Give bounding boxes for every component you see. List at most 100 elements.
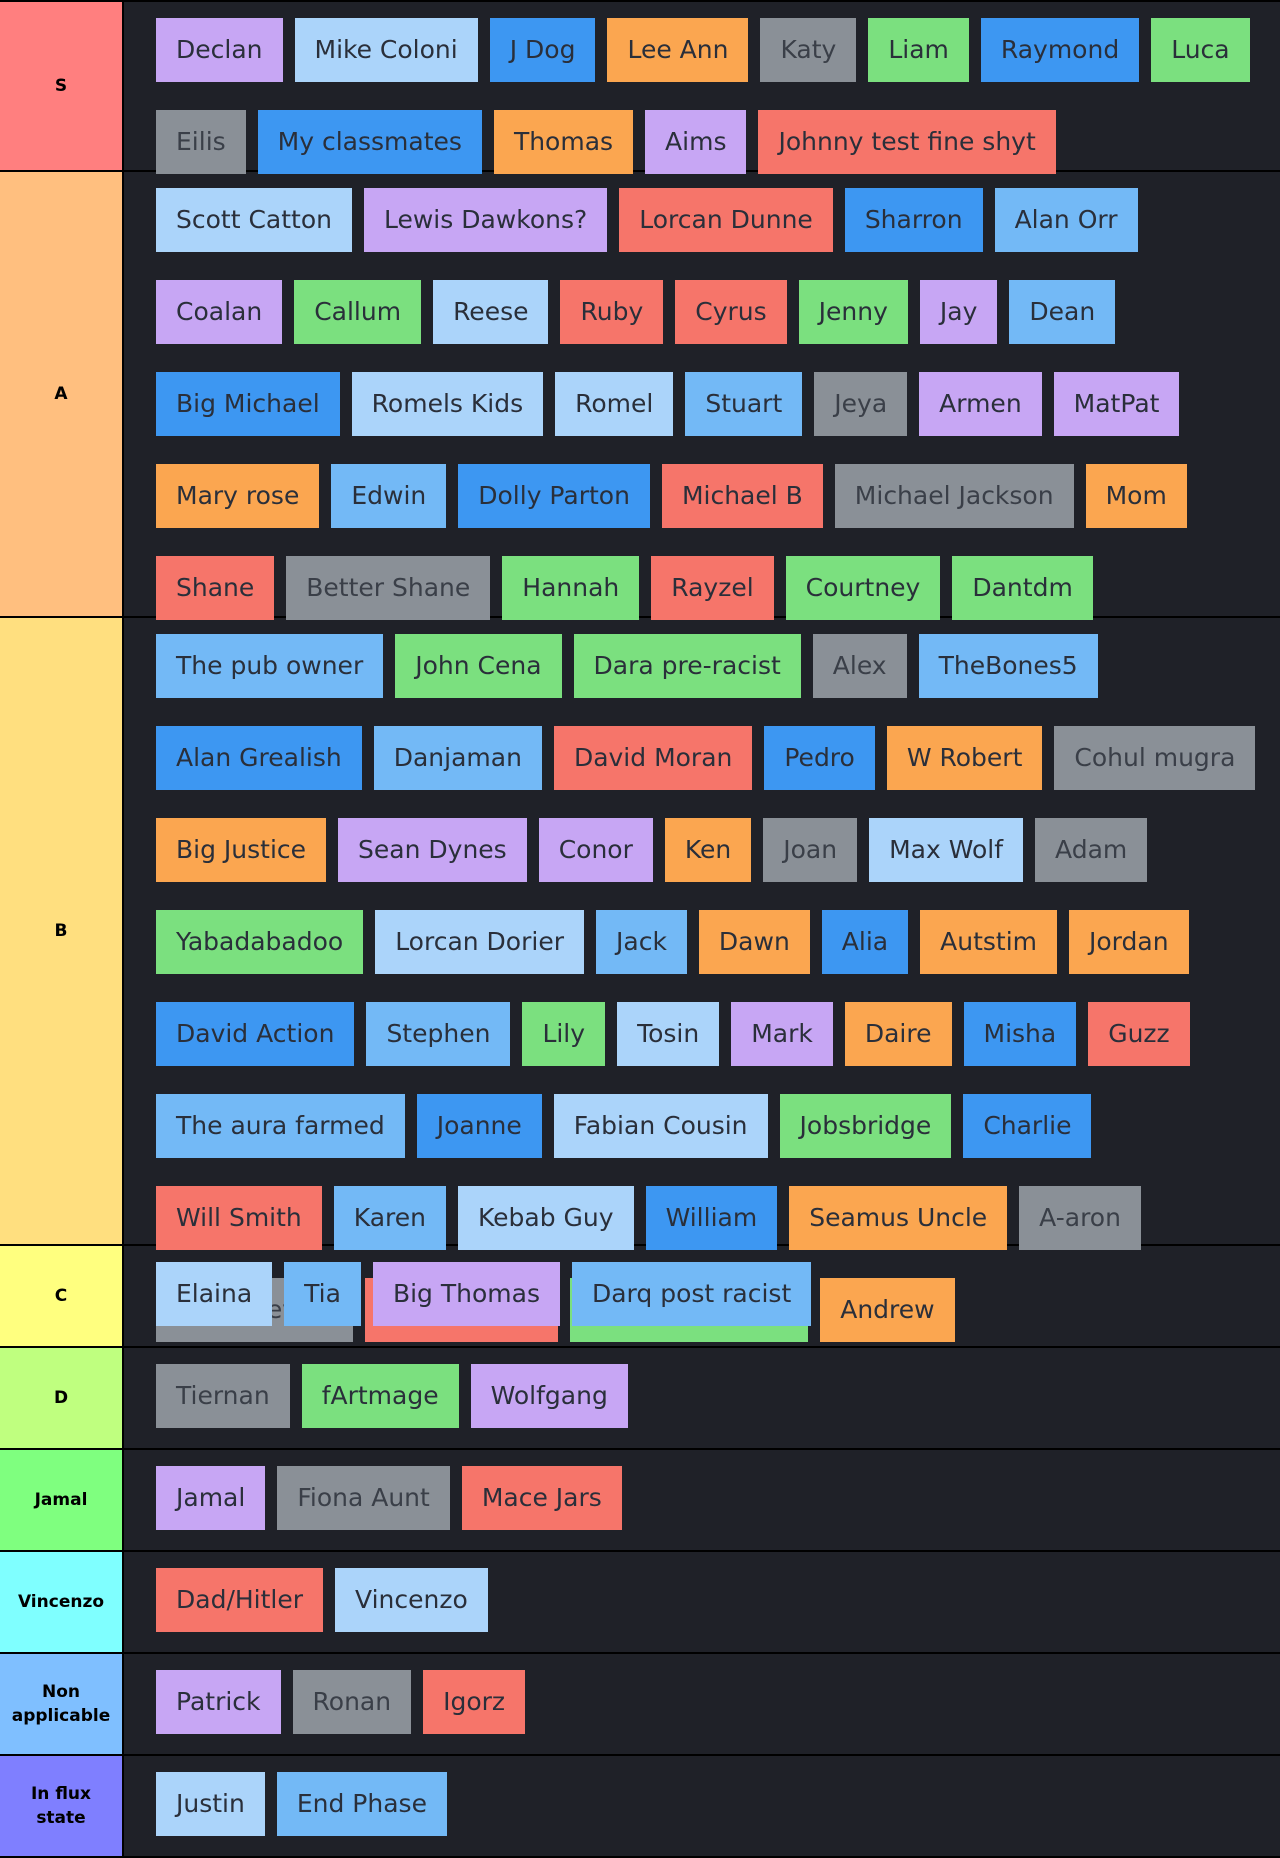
tier-items-dropzone[interactable]: Dad/Hitler Vincenzo xyxy=(124,1552,1280,1652)
tier-item-david-action[interactable]: David Action xyxy=(156,1002,355,1066)
tier-item-better-shane[interactable]: Better Shane xyxy=(286,556,491,620)
tier-item-mom[interactable]: Mom xyxy=(1085,464,1187,528)
tier-label[interactable]: A xyxy=(0,172,124,616)
tier-item-autstim[interactable]: Autstim xyxy=(920,910,1057,974)
tier-items-dropzone[interactable]: Jamal Fiona Aunt Mace Jars xyxy=(124,1450,1280,1550)
tier-item-ruby[interactable]: Ruby xyxy=(560,280,664,344)
tier-item-igorz[interactable]: Igorz xyxy=(423,1670,526,1734)
tier-item-alex[interactable]: Alex xyxy=(812,634,907,698)
tier-item-sharron[interactable]: Sharron xyxy=(844,188,983,252)
tier-item-j-dog[interactable]: J Dog xyxy=(489,18,596,82)
tier-item-declan[interactable]: Declan xyxy=(156,18,283,82)
tier-item-will-smith[interactable]: Will Smith xyxy=(156,1186,322,1250)
tier-item-yabadabadoo[interactable]: Yabadabadoo xyxy=(156,910,364,974)
tier-item-guzz[interactable]: Guzz xyxy=(1088,1002,1190,1066)
tier-item-stephen[interactable]: Stephen xyxy=(366,1002,511,1066)
tier-item-justin[interactable]: Justin xyxy=(156,1772,265,1836)
tier-item-raymond[interactable]: Raymond xyxy=(980,18,1140,82)
tier-item-adam[interactable]: Adam xyxy=(1035,818,1148,882)
tier-item-cohul-mugra[interactable]: Cohul mugra xyxy=(1054,726,1256,790)
tier-item-cyrus[interactable]: Cyrus xyxy=(675,280,787,344)
tier-label[interactable]: Jamal xyxy=(0,1450,124,1550)
tier-item-fiona-aunt[interactable]: Fiona Aunt xyxy=(277,1466,450,1530)
tier-item-my-classmates[interactable]: My classmates xyxy=(257,110,482,174)
tier-item-sean-dynes[interactable]: Sean Dynes xyxy=(338,818,527,882)
tier-label[interactable]: S xyxy=(0,2,124,170)
tier-item-thebones5[interactable]: TheBones5 xyxy=(918,634,1098,698)
tier-item-lee-ann[interactable]: Lee Ann xyxy=(607,18,749,82)
tier-items-dropzone[interactable]: Justin End Phase xyxy=(124,1756,1280,1856)
tier-item-karen[interactable]: Karen xyxy=(333,1186,447,1250)
tier-item-jobsbridge[interactable]: Jobsbridge xyxy=(779,1094,952,1158)
tier-items-dropzone[interactable]: Elaina Tia Big Thomas Darq post racist xyxy=(124,1246,1280,1346)
tier-item-a-aron[interactable]: A-aron xyxy=(1019,1186,1141,1250)
tier-item-elaina[interactable]: Elaina xyxy=(156,1262,273,1326)
tier-item-armen[interactable]: Armen xyxy=(919,372,1042,436)
tier-item-stuart[interactable]: Stuart xyxy=(685,372,803,436)
tier-item-tia[interactable]: Tia xyxy=(284,1262,361,1326)
tier-item-jamal[interactable]: Jamal xyxy=(156,1466,266,1530)
tier-item-john-cena[interactable]: John Cena xyxy=(395,634,562,698)
tier-label[interactable]: C xyxy=(0,1246,124,1346)
tier-item-eilis[interactable]: Eilis xyxy=(156,110,246,174)
tier-items-dropzone[interactable]: The pub owner John Cena Dara pre-racist Ale… xyxy=(124,618,1280,1342)
tier-item-tosin[interactable]: Tosin xyxy=(617,1002,720,1066)
tier-item-michael-jackson[interactable]: Michael Jackson xyxy=(834,464,1074,528)
tier-item-patrick[interactable]: Patrick xyxy=(156,1670,281,1734)
tier-item-max-wolf[interactable]: Max Wolf xyxy=(869,818,1024,882)
tier-label[interactable]: D xyxy=(0,1348,124,1448)
tier-item-callum[interactable]: Callum xyxy=(294,280,422,344)
tier-item-darq-post-racist[interactable]: Darq post racist xyxy=(571,1262,812,1326)
tier-item-johnny-test-fine-shyt[interactable]: Johnny test fine shyt xyxy=(758,110,1056,174)
tier-item-seamus-uncle[interactable]: Seamus Uncle xyxy=(789,1186,1008,1250)
tier-label[interactable]: Non applicable xyxy=(0,1654,124,1754)
tier-item-dawn[interactable]: Dawn xyxy=(698,910,810,974)
tier-item-kebab-guy[interactable]: Kebab Guy xyxy=(458,1186,634,1250)
tier-item-lorcan-dorier[interactable]: Lorcan Dorier xyxy=(375,910,584,974)
tier-item-thomas[interactable]: Thomas xyxy=(493,110,634,174)
tier-item-dean[interactable]: Dean xyxy=(1009,280,1116,344)
tier-items-dropzone[interactable]: Tiernan fArtmage Wolfgang xyxy=(124,1348,1280,1448)
tier-label[interactable]: Vincenzo xyxy=(0,1552,124,1652)
tier-item-conor[interactable]: Conor xyxy=(538,818,653,882)
tier-items-dropzone[interactable]: Patrick Ronan Igorz xyxy=(124,1654,1280,1754)
tier-item-william[interactable]: William xyxy=(645,1186,778,1250)
tier-item-charlie[interactable]: Charlie xyxy=(963,1094,1092,1158)
tier-item-the-aura-farmed[interactable]: The aura farmed xyxy=(156,1094,405,1158)
tier-item-reese[interactable]: Reese xyxy=(433,280,549,344)
tier-items-dropzone[interactable]: Scott Catton Lewis Dawkons? Lorcan Dunne Sh… xyxy=(124,172,1280,620)
tier-item-liam[interactable]: Liam xyxy=(868,18,969,82)
tier-item-big-thomas[interactable]: Big Thomas xyxy=(372,1262,560,1326)
tier-item-big-justice[interactable]: Big Justice xyxy=(156,818,327,882)
tier-item-katy[interactable]: Katy xyxy=(760,18,857,82)
tier-item-joan[interactable]: Joan xyxy=(763,818,858,882)
tier-item-daire[interactable]: Daire xyxy=(844,1002,952,1066)
tier-item-alan-grealish[interactable]: Alan Grealish xyxy=(156,726,362,790)
tier-item-jay[interactable]: Jay xyxy=(919,280,998,344)
tier-item-pedro[interactable]: Pedro xyxy=(764,726,875,790)
tier-item-rayzel[interactable]: Rayzel xyxy=(651,556,774,620)
tier-item-romels-kids[interactable]: Romels Kids xyxy=(351,372,544,436)
tier-item-aims[interactable]: Aims xyxy=(645,110,747,174)
tier-item-misha[interactable]: Misha xyxy=(963,1002,1077,1066)
tier-item-big-michael[interactable]: Big Michael xyxy=(156,372,340,436)
tier-item-ken[interactable]: Ken xyxy=(664,818,752,882)
tier-item-coalan[interactable]: Coalan xyxy=(156,280,283,344)
tier-item-mary-rose[interactable]: Mary rose xyxy=(156,464,320,528)
tier-item-tiernan[interactable]: Tiernan xyxy=(156,1364,290,1428)
tier-item-david-moran[interactable]: David Moran xyxy=(553,726,753,790)
tier-item-mike-coloni[interactable]: Mike Coloni xyxy=(294,18,478,82)
tier-item-michael-b[interactable]: Michael B xyxy=(661,464,823,528)
tier-item-jordan[interactable]: Jordan xyxy=(1069,910,1189,974)
tier-item-romel[interactable]: Romel xyxy=(555,372,674,436)
tier-item-wolfgang[interactable]: Wolfgang xyxy=(470,1364,628,1428)
tier-items-dropzone[interactable]: Declan Mike Coloni J Dog Lee Ann Katy Liam Ray… xyxy=(124,2,1280,174)
tier-item-alan-orr[interactable]: Alan Orr xyxy=(994,188,1138,252)
tier-item-end-phase[interactable]: End Phase xyxy=(276,1772,447,1836)
tier-label[interactable]: B xyxy=(0,618,124,1244)
tier-label[interactable]: In flux state xyxy=(0,1756,124,1856)
tier-item-dantdm[interactable]: Dantdm xyxy=(952,556,1093,620)
tier-item-mace-jars[interactable]: Mace Jars xyxy=(461,1466,622,1530)
tier-item-jenny[interactable]: Jenny xyxy=(798,280,908,344)
tier-item-w-robert[interactable]: W Robert xyxy=(886,726,1043,790)
